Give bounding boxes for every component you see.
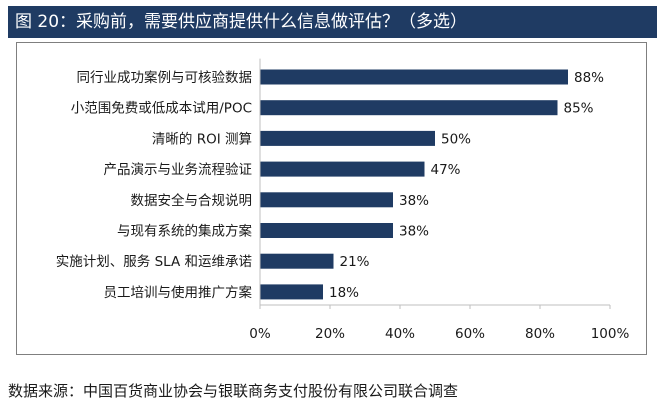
data-label: 38% bbox=[399, 224, 429, 240]
bar bbox=[260, 223, 393, 238]
bar bbox=[260, 69, 568, 85]
x-tick-label: 0% bbox=[249, 326, 271, 342]
bar bbox=[260, 161, 425, 177]
x-tick-label: 40% bbox=[385, 326, 415, 342]
bar bbox=[260, 130, 435, 146]
bar bbox=[260, 192, 393, 208]
bars-group bbox=[260, 69, 568, 300]
category-label: 清晰的 ROI 测算 bbox=[152, 131, 252, 147]
category-label: 同行业成功案例与可核验数据 bbox=[77, 69, 253, 86]
figure-title: 图 20：采购前，需要供应商提供什么信息做评估？（多选） bbox=[15, 12, 468, 32]
bar bbox=[260, 253, 334, 269]
data-label: 21% bbox=[340, 254, 370, 270]
figure-header: 图 20：采购前，需要供应商提供什么信息做评估？（多选） bbox=[8, 6, 657, 38]
value-labels-group: 88%85%50%47%38%38%21%18% bbox=[329, 70, 604, 301]
data-label: 47% bbox=[431, 162, 461, 178]
category-label: 数据安全与合规说明 bbox=[131, 192, 253, 209]
x-tick-label: 60% bbox=[455, 326, 485, 342]
x-ticks-group bbox=[259, 305, 611, 309]
category-label: 小范围免费或低成本试用/POC bbox=[71, 101, 252, 117]
category-label: 产品演示与业务流程验证 bbox=[104, 162, 253, 178]
data-label: 85% bbox=[564, 101, 594, 117]
x-tick-labels-group: 0% 20% 40% 60% 80% 100% bbox=[249, 326, 629, 342]
data-label: 88% bbox=[574, 70, 604, 86]
bar bbox=[260, 100, 558, 116]
category-label: 与现有系统的集成方案 bbox=[117, 223, 252, 240]
category-label: 实施计划、服务 SLA 和运维承诺 bbox=[56, 254, 252, 270]
x-tick-label: 80% bbox=[525, 326, 555, 342]
data-label: 50% bbox=[441, 131, 471, 147]
data-label: 38% bbox=[399, 193, 429, 209]
x-tick-label: 100% bbox=[591, 326, 630, 342]
data-source-note: 数据来源：中国百货商业协会与银联商务支付股份有限公司联合调查 bbox=[8, 382, 459, 400]
bar bbox=[260, 284, 323, 300]
data-label: 18% bbox=[329, 285, 359, 301]
x-tick-label: 20% bbox=[315, 326, 345, 342]
category-label: 员工培训与使用推广方案 bbox=[104, 284, 253, 301]
